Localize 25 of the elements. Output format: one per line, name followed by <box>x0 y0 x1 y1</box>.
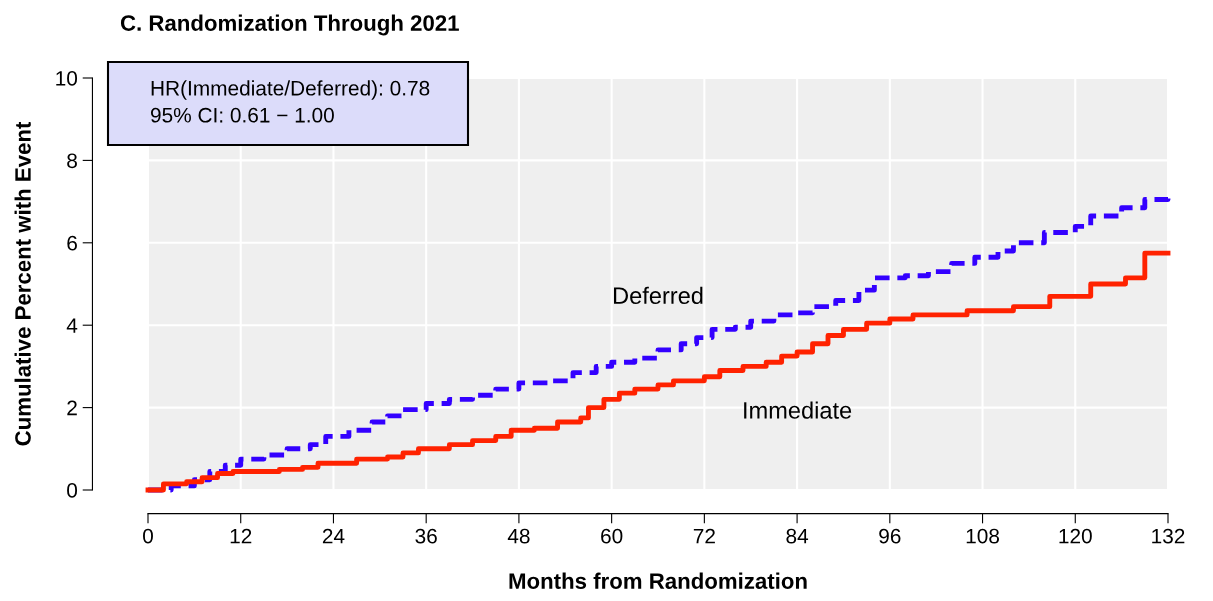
x-axis-title: Months from Randomization <box>509 572 807 589</box>
y-tick-label: 8 <box>67 153 77 169</box>
y-axis-title: Cumulative Percent with Event <box>14 121 31 446</box>
y-tick-label: 4 <box>66 318 78 333</box>
x-tick-label: 0 <box>143 528 153 544</box>
x-tick-label: 12 <box>230 528 252 544</box>
y-tick-label: 0 <box>67 483 78 498</box>
annotation: HR(Immediate/Deferred): 0.78 <box>151 80 430 100</box>
x-tick-label: 84 <box>786 528 809 544</box>
series-label: Immediate <box>744 401 852 419</box>
x-tick-label: 96 <box>879 528 901 544</box>
y-tick-label: 2 <box>67 400 77 416</box>
x-tick-label: 60 <box>601 528 623 544</box>
chart-title: C. Randomization Through 2021 <box>120 14 459 36</box>
y-tick-label: 10 <box>56 71 78 86</box>
x-tick-label: 108 <box>966 528 1000 544</box>
x-tick-label: 36 <box>415 528 437 544</box>
x-tick-label: 48 <box>507 528 530 544</box>
annotation: 95% CI: 0.61 − 1.00 <box>150 107 334 123</box>
x-tick-label: 72 <box>693 528 715 544</box>
x-tick-label: 132 <box>1152 528 1185 544</box>
x-tick-label: 24 <box>322 528 345 544</box>
x-tick-label: 120 <box>1059 528 1092 544</box>
y-tick-label: 6 <box>67 235 77 251</box>
series-label: Deferred <box>614 286 703 305</box>
